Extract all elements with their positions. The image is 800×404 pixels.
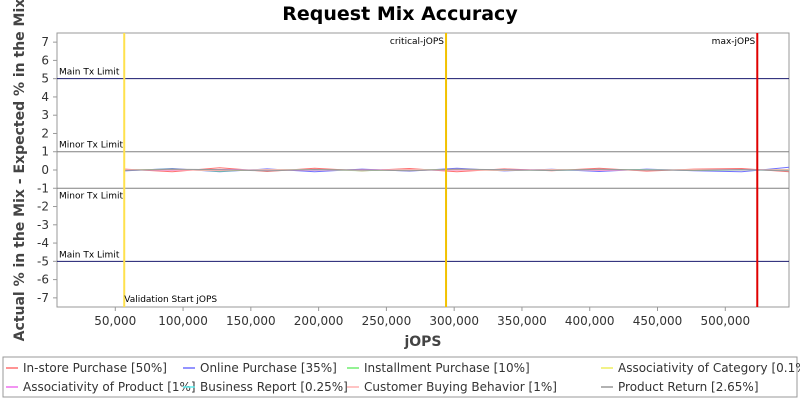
x-tick-label: 450,000 <box>633 314 683 328</box>
y-tick-label: 5 <box>41 72 49 86</box>
limit-label: Minor Tx Limit <box>59 191 124 201</box>
x-tick-label: 400,000 <box>565 314 615 328</box>
legend-label: Associativity of Category [0.1%] <box>618 361 800 375</box>
y-tick-label: 4 <box>41 90 49 104</box>
legend <box>2 356 798 398</box>
legend-label: Product Return [2.65%] <box>618 380 759 394</box>
y-tick-label: 1 <box>41 145 49 159</box>
x-axis-label: jOPS <box>403 334 441 350</box>
y-tick-label: 3 <box>41 108 49 122</box>
x-tick-label: 100,000 <box>158 314 208 328</box>
x-tick-label: 500,000 <box>700 314 750 328</box>
y-tick-label: -5 <box>37 254 49 268</box>
legend-label: Customer Buying Behavior [1%] <box>364 380 557 394</box>
y-tick-label: -3 <box>37 218 49 232</box>
y-tick-label: -1 <box>37 181 49 195</box>
y-tick-label: 6 <box>41 53 49 67</box>
series-line <box>124 168 790 172</box>
y-tick-label: 7 <box>41 35 49 49</box>
y-tick-label: 2 <box>41 126 49 140</box>
limit-label: Main Tx Limit <box>59 68 120 78</box>
legend-label: In-store Purchase [50%] <box>23 361 167 375</box>
x-tick-label: 250,000 <box>362 314 412 328</box>
marker-label: Validation Start jOPS <box>124 295 217 305</box>
y-tick-label: -6 <box>37 273 49 287</box>
y-tick-label: -4 <box>37 236 49 250</box>
legend-label: Installment Purchase [10%] <box>364 361 530 375</box>
limit-label: Minor Tx Limit <box>59 141 124 151</box>
legend-label: Online Purchase [35%] <box>200 361 337 375</box>
y-axis-label: Actual % in the Mix - Expected % in the … <box>12 0 28 341</box>
marker-label: critical-jOPS <box>390 37 444 47</box>
x-tick-label: 150,000 <box>226 314 276 328</box>
x-tick-label: 200,000 <box>294 314 344 328</box>
x-tick-label: 350,000 <box>497 314 547 328</box>
x-tick-label: 50,000 <box>94 314 136 328</box>
y-tick-label: 0 <box>41 163 49 177</box>
legend-label: Business Report [0.25%] <box>200 380 348 394</box>
chart-title: Request Mix Accuracy <box>282 3 518 25</box>
marker-label: max-jOPS <box>712 37 756 47</box>
x-tick-label: 300,000 <box>429 314 479 328</box>
y-tick-label: -7 <box>37 291 49 305</box>
limit-label: Main Tx Limit <box>59 250 120 260</box>
legend-label: Associativity of Product [1%] <box>23 380 196 394</box>
y-tick-label: -2 <box>37 200 49 214</box>
